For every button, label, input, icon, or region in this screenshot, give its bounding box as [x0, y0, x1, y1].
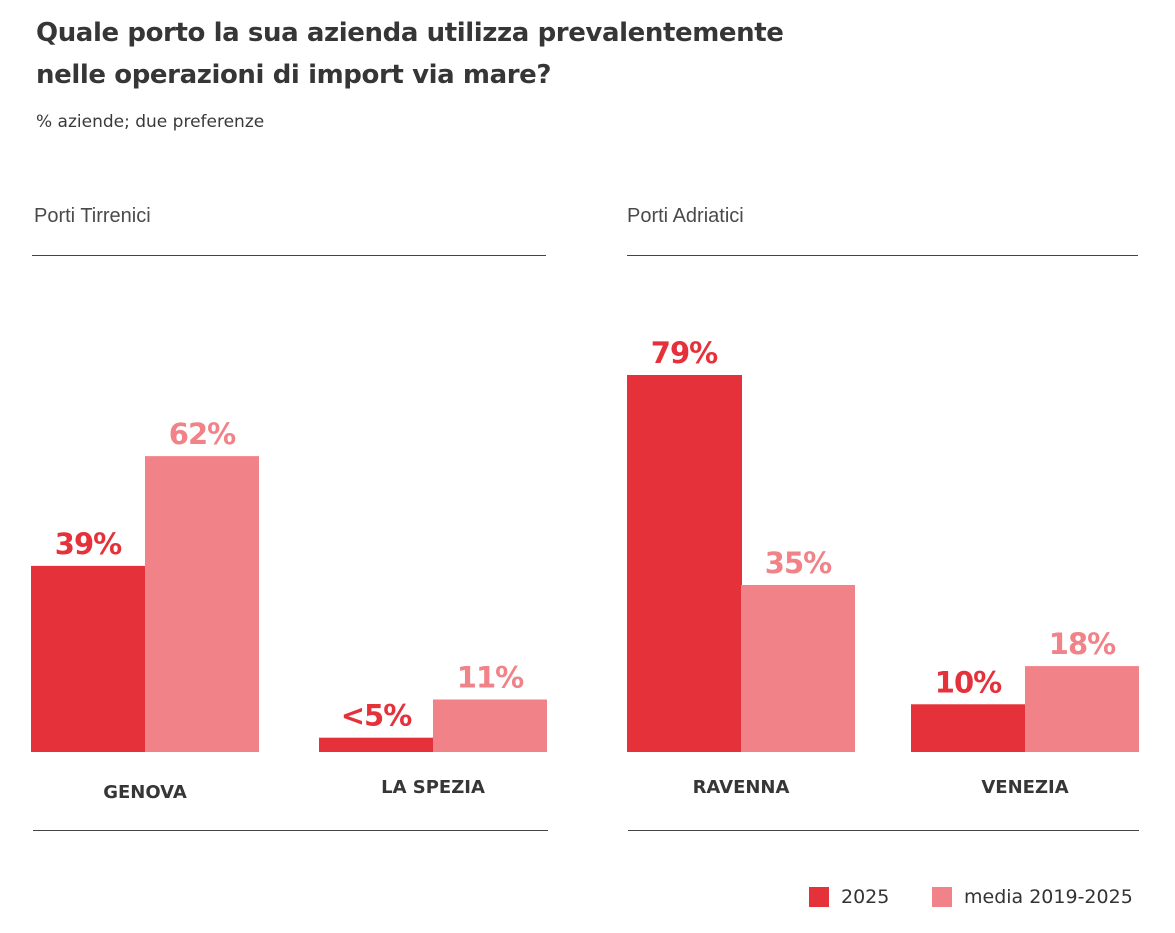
bar-venezia-2025: [911, 704, 1026, 752]
category-label-venezia: VENEZIA: [981, 777, 1068, 798]
bar-ravenna-media: [741, 584, 855, 752]
bar-la-spezia-2025: [319, 737, 434, 752]
data-label-genova-2025: 39%: [55, 527, 122, 561]
panel-title-adriatici: Porti Adriatici: [627, 205, 744, 227]
chart-title: Quale porto la sua azienda utilizza prev…: [36, 12, 784, 96]
legend-swatch-2025: [809, 887, 829, 907]
legend-label-2025: 2025: [841, 886, 890, 908]
bar-venezia-media: [1025, 666, 1139, 752]
bar-genova-media: [145, 456, 259, 752]
panel-title-tirrenici: Porti Tirrenici: [34, 205, 151, 227]
data-label-genova-media: 62%: [169, 417, 236, 451]
panel-bottom-rule-tirrenici: [33, 830, 548, 831]
data-label-venezia-2025: 10%: [935, 665, 1002, 699]
chart-title-line-1: Quale porto la sua azienda utilizza prev…: [36, 18, 784, 48]
panel-bottom-rule-adriatici: [628, 830, 1139, 831]
legend-swatch-media: [932, 887, 952, 907]
data-label-ravenna-2025: 79%: [651, 336, 718, 370]
legend-item-media: media 2019-2025: [932, 886, 1133, 908]
bar-la-spezia-media: [433, 699, 547, 752]
bar-genova-2025: [31, 565, 146, 752]
bar-ravenna-2025: [627, 375, 742, 752]
panel-top-rule-tirrenici: [32, 255, 546, 256]
chart-title-line-2: nelle operazioni di import via mare?: [36, 60, 552, 90]
data-label-la-spezia-media: 11%: [457, 661, 524, 695]
data-label-venezia-media: 18%: [1049, 627, 1116, 661]
category-label-genova: GENOVA: [103, 782, 187, 803]
data-label-ravenna-media: 35%: [765, 546, 832, 580]
category-label-ravenna: RAVENNA: [693, 777, 790, 798]
legend-item-2025: 2025: [809, 886, 889, 908]
category-label-la-spezia: LA SPEZIA: [381, 777, 485, 798]
panel-top-rule-adriatici: [627, 255, 1138, 256]
legend-label-media: media 2019-2025: [964, 886, 1133, 908]
data-label-la-spezia-2025: <5%: [341, 699, 412, 733]
chart-subtitle: % aziende; due preferenze: [36, 112, 265, 132]
